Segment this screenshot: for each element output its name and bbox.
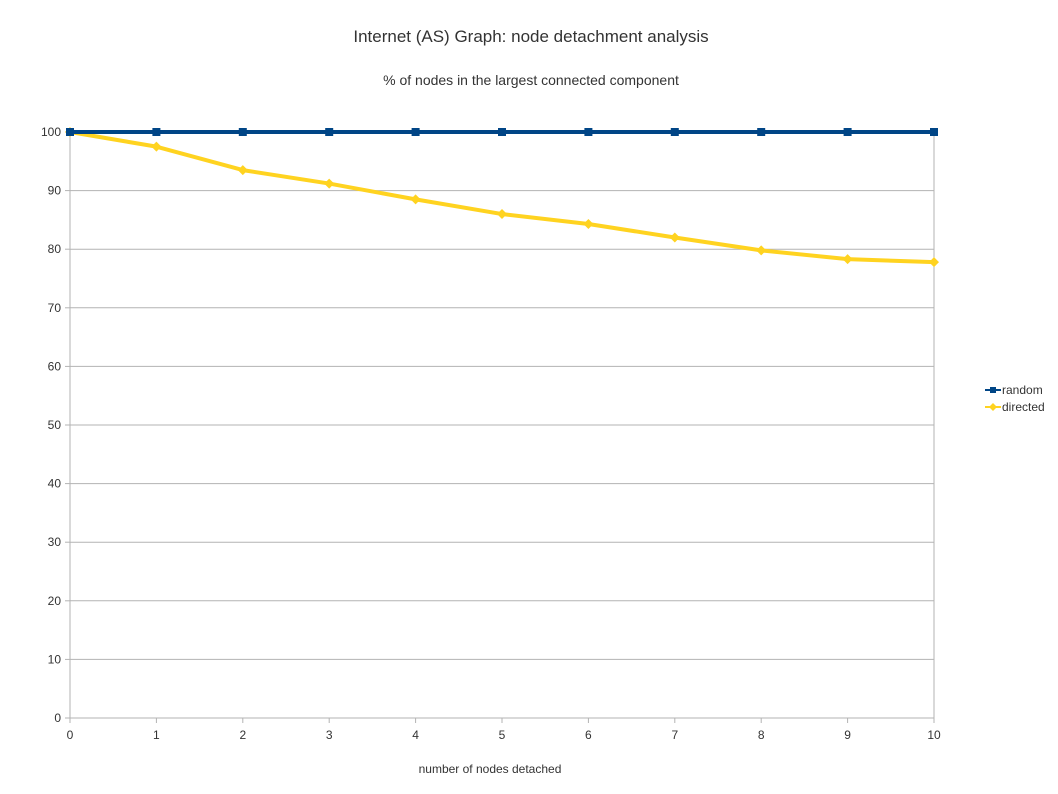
data-point-random <box>325 128 334 136</box>
data-point-random <box>670 128 679 136</box>
data-point-random <box>930 128 938 136</box>
data-point-random <box>843 128 852 136</box>
y-tick-label: 80 <box>48 242 62 256</box>
data-point-random <box>757 128 766 136</box>
legend-label-directed: directed <box>1002 399 1045 414</box>
y-tick-label: 30 <box>48 535 62 549</box>
data-point-directed <box>324 178 335 189</box>
data-point-random <box>152 128 161 136</box>
data-point-directed <box>497 209 507 220</box>
chart-title: Internet (AS) Graph: node detachment ana… <box>353 27 709 46</box>
data-point-directed <box>756 245 767 256</box>
y-tick-label: 70 <box>48 301 62 315</box>
y-tick-label: 10 <box>48 652 62 666</box>
y-tick-label: 60 <box>48 359 62 373</box>
x-tick-label: 0 <box>67 728 74 742</box>
legend-label-random: random <box>1002 382 1043 397</box>
y-tick-label: 100 <box>41 125 61 139</box>
y-tick-label: 40 <box>48 477 62 491</box>
legend-item-random: random <box>985 381 1045 398</box>
series-line-directed <box>68 130 936 265</box>
data-point-random <box>238 128 247 136</box>
x-tick-label: 2 <box>239 728 246 742</box>
data-point-directed <box>669 232 680 243</box>
y-tick-label: 50 <box>48 418 62 432</box>
data-point-directed <box>842 254 853 265</box>
legend-marker-directed-icon <box>985 402 1001 411</box>
y-tick-label: 0 <box>54 711 61 725</box>
x-tick-label: 8 <box>758 728 765 742</box>
data-point-random <box>584 128 593 136</box>
x-tick-label: 3 <box>326 728 333 742</box>
x-tick-label: 1 <box>153 728 160 742</box>
data-point-directed <box>583 219 594 230</box>
x-tick-label: 10 <box>927 728 941 742</box>
data-point-random <box>498 128 506 136</box>
data-point-directed <box>151 141 162 152</box>
data-point-directed <box>237 165 248 176</box>
x-tick-label: 9 <box>844 728 851 742</box>
x-axis-label: number of nodes detached <box>418 762 562 776</box>
y-tick-label: 90 <box>48 184 62 198</box>
x-tick-label: 7 <box>671 728 678 742</box>
x-tick-label: 5 <box>499 728 506 742</box>
data-point-random <box>411 128 420 136</box>
y-tick-label: 20 <box>48 594 62 608</box>
x-tick-label: 6 <box>585 728 592 742</box>
legend-item-directed: directed <box>985 398 1045 415</box>
x-tick-label: 4 <box>412 728 419 742</box>
legend: random directed <box>985 381 1045 415</box>
data-point-random <box>66 128 74 136</box>
data-point-directed <box>929 257 939 268</box>
legend-marker-random-icon <box>985 386 1001 393</box>
data-point-directed <box>410 194 421 205</box>
chart-subtitle: % of nodes in the largest connected comp… <box>383 72 679 88</box>
